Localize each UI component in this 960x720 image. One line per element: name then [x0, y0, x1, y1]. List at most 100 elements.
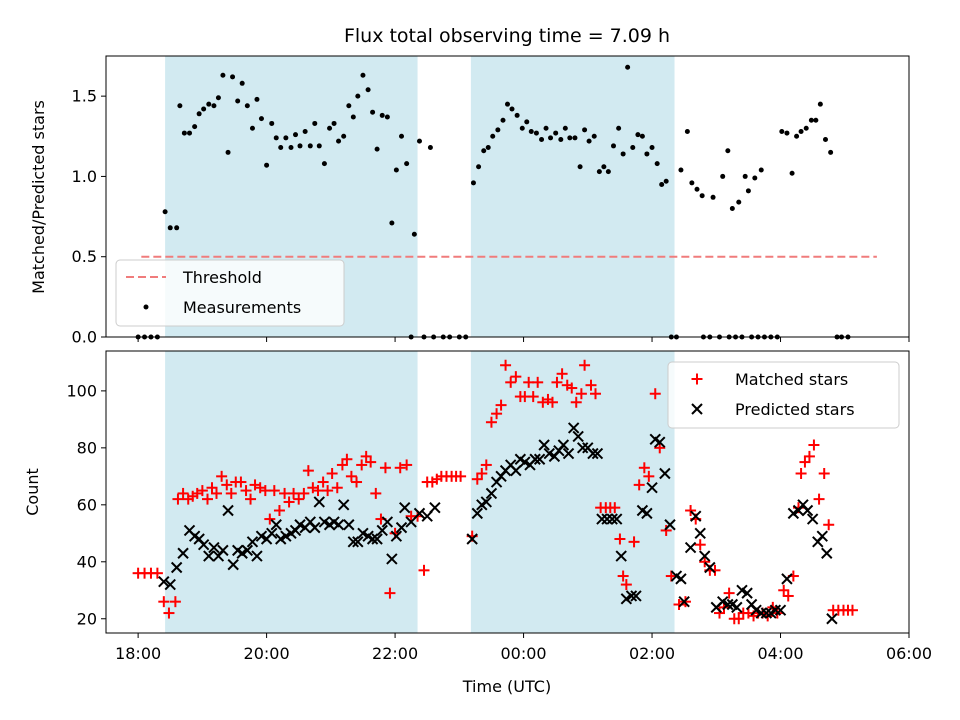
predicted-star-point [646, 482, 658, 494]
measurement-point [644, 151, 650, 157]
measurement-point [822, 136, 828, 142]
measurement-point [416, 138, 422, 144]
x-b [699, 550, 711, 562]
predicted-star-point [480, 496, 493, 508]
x-b [227, 558, 239, 571]
predicted-star-point [572, 430, 584, 443]
x-b [466, 533, 478, 545]
predicted-star-point [485, 487, 498, 500]
measurement-point [374, 146, 380, 152]
measurement-point [370, 109, 376, 115]
bottom-xtick-label: 20:00 [244, 644, 290, 663]
measurement-point [206, 101, 212, 107]
x-b [177, 547, 189, 559]
matched-star-point [293, 493, 305, 505]
measurement-point [742, 173, 748, 179]
predicted-star-point [654, 436, 666, 448]
measurement-point [220, 72, 226, 78]
x-b [413, 507, 426, 520]
measurement-point [389, 220, 395, 226]
predicted-star-point [371, 533, 383, 545]
top-axes-frame [105, 55, 910, 338]
matched-star-point [418, 564, 430, 576]
x-b [726, 598, 739, 611]
x-b [606, 513, 618, 525]
matched-star-point [617, 570, 629, 582]
measurement-point [307, 143, 313, 149]
measurement-point [192, 124, 198, 130]
matched-star-point [609, 502, 621, 514]
x-b [684, 541, 697, 554]
predicted-star-point [222, 504, 234, 517]
bottom-xtick-label: 02:00 [629, 644, 675, 663]
x-b [636, 504, 649, 517]
measurement-point [509, 106, 515, 112]
x-b [587, 447, 599, 460]
x-b [318, 516, 331, 528]
x-b [745, 598, 758, 611]
measurement-point [514, 112, 520, 118]
x-b [362, 530, 374, 542]
measurement-point [355, 93, 361, 99]
legend-matched-swatch [691, 373, 703, 385]
legend-measurements-label: Measurements [183, 298, 301, 317]
measurement-point [543, 125, 549, 131]
matched-star-point [799, 456, 811, 468]
legend-predicted-label: Predicted stars [735, 400, 855, 419]
top-legend-box [115, 259, 345, 327]
predicted-star-point [270, 519, 282, 531]
matched-star-point [633, 479, 645, 491]
x-b [716, 595, 729, 608]
x-b [675, 573, 687, 585]
predicted-star-point [567, 422, 580, 434]
x-b [694, 527, 706, 540]
matched-star-point [846, 604, 858, 616]
bottom-y-axis-label: Count [23, 468, 42, 516]
x-b [337, 499, 350, 511]
predicted-star-point [376, 524, 388, 537]
matched-star-point [331, 482, 343, 494]
measurement-point [596, 169, 602, 175]
top-legend: Threshold Measurements [115, 259, 345, 327]
x-b [193, 533, 205, 545]
x-b [231, 544, 244, 557]
predicted-star-point [731, 601, 743, 614]
predicted-star-point [413, 507, 426, 520]
predicted-star-point [615, 550, 627, 562]
x-b [371, 533, 383, 545]
measurement-point [803, 125, 809, 131]
x-b [332, 519, 345, 531]
measurement-point [327, 125, 333, 131]
predicted-star-point [690, 510, 702, 522]
predicted-star-point [816, 530, 828, 542]
predicted-star-point [227, 558, 239, 571]
matched-star-point [575, 388, 587, 400]
x-b [576, 442, 589, 454]
bottom-ytick-label: 40 [77, 552, 97, 571]
matched-star-point [216, 470, 228, 482]
measurement-point [379, 112, 385, 118]
measurement-point [720, 173, 726, 179]
top-shade-1 [470, 56, 675, 337]
measurement-point [808, 117, 814, 123]
legend-threshold-label: Threshold [182, 268, 262, 287]
matched-star-point [345, 470, 357, 482]
matched-star-point [813, 493, 825, 505]
x-b [514, 453, 527, 465]
matched-star-point [210, 487, 222, 499]
top-ytick-label: 1.5 [72, 87, 97, 106]
matched-star-point [298, 487, 310, 499]
bottom-shaded-intervals [165, 351, 675, 633]
matched-star-point [455, 470, 467, 482]
matched-star-point [614, 533, 626, 545]
x-b [722, 598, 734, 611]
measurement-point [577, 164, 583, 170]
measurement-point [174, 225, 180, 231]
matched-star-point [370, 487, 382, 499]
matched-star-point [500, 359, 512, 371]
x-b [203, 550, 215, 562]
x-b [158, 576, 170, 588]
matched-star-point [235, 476, 247, 488]
x-b [309, 521, 321, 534]
x-b [270, 519, 282, 531]
